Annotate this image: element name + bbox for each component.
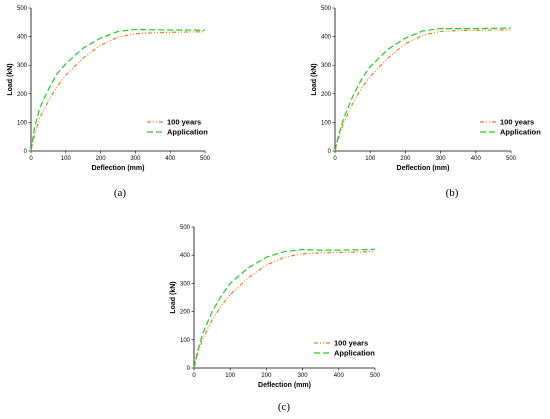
x-tick-label: 300 [130,156,141,162]
series-line-100-years [30,31,206,152]
legend-label: Application [500,128,541,137]
y-tick-label: 100 [180,338,191,344]
legend-label: 100 years [167,118,201,127]
y-tick-label: 0 [24,149,28,155]
y-tick-label: 100 [321,120,332,126]
x-tick-label: 0 [333,156,337,162]
x-tick-label: 300 [436,156,447,162]
y-tick-label: 500 [17,6,28,12]
x-tick-label: 200 [261,373,272,379]
chart-a: 0 100 200 300 400 500 0 100 200 300 400 500 Deflecti… [7,6,211,172]
y-tick-label: 200 [321,92,332,98]
y-tick-label: 200 [180,310,191,316]
y-tick-label: 300 [180,281,191,287]
y-tick-label: 500 [180,225,191,231]
x-tick-label: 300 [298,373,309,379]
series-line-100-years [334,29,511,152]
x-tick-label: 200 [96,156,107,162]
y-tick-label: 300 [17,63,28,69]
x-tick-label: 100 [365,156,376,162]
y-axis-title: Load (kN) [7,63,14,95]
x-tick-label: 200 [400,156,411,162]
x-tick-label: 500 [370,373,381,379]
caption-a: (a) [114,187,127,199]
caption-c: (c) [278,401,291,413]
chart-b: 0 100 200 300 400 500 0 100 200 300 400 500 Deflecti… [311,6,541,172]
y-axis-title: Load (kN) [311,63,318,95]
x-tick-label: 0 [192,373,196,379]
y-tick-label: 300 [321,63,332,69]
x-tick-label: 400 [165,156,176,162]
y-tick-label: 100 [17,120,28,126]
x-axis-title: Deflection (mm) [397,165,450,172]
x-tick-label: 100 [225,373,236,379]
legend-label: Application [334,349,375,358]
y-tick-label: 0 [187,366,191,372]
y-tick-label: 200 [17,92,28,98]
series-line-application [193,248,376,369]
x-tick-label: 400 [334,373,345,379]
x-tick-label: 0 [29,156,33,162]
y-tick-label: 400 [321,35,332,41]
x-tick-label: 100 [61,156,72,162]
y-tick-label: 400 [180,253,191,259]
y-tick-label: 400 [17,35,28,41]
series-line-application [334,27,512,152]
x-tick-label: 500 [200,156,211,162]
x-tick-label: 500 [506,156,517,162]
chart-c: 0 100 200 300 400 500 0 100 200 300 400 500 Deflecti… [170,225,381,389]
y-axis-title: Load (kN) [170,281,177,313]
caption-b: (b) [446,187,459,199]
legend-label: 100 years [500,118,534,127]
x-axis-title: Deflection (mm) [258,382,311,389]
legend-label: Application [167,128,208,137]
y-tick-label: 500 [321,6,332,12]
legend-label: 100 years [334,339,368,348]
x-axis-title: Deflection (mm) [92,165,145,172]
y-tick-label: 0 [328,149,332,155]
series-line-application [30,28,206,152]
x-tick-label: 400 [471,156,482,162]
